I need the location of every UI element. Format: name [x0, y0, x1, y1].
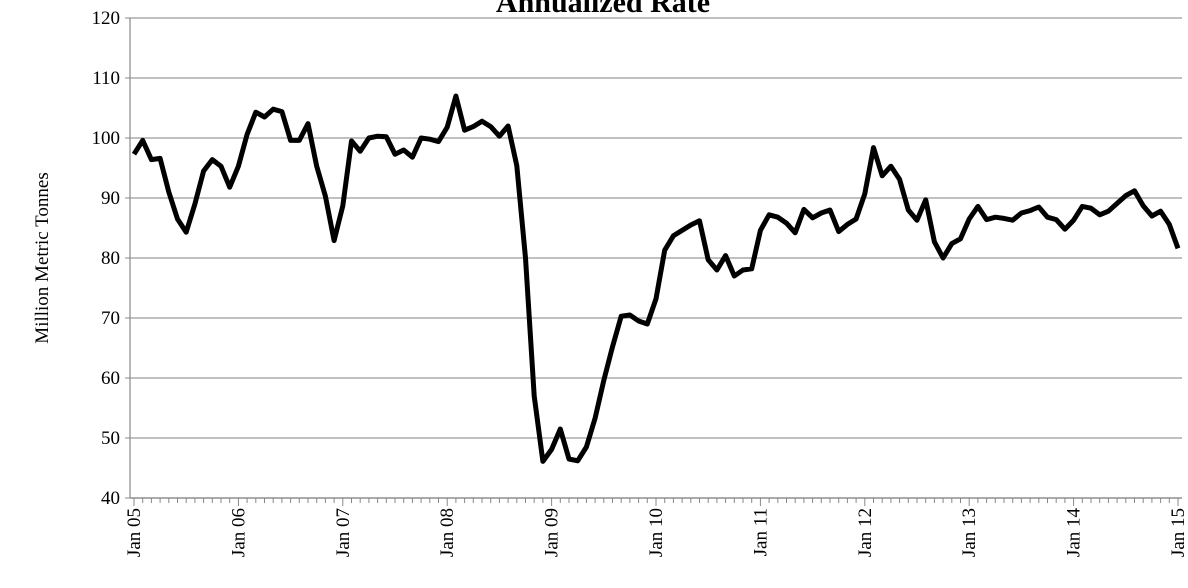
x-tick-label: Jan 05	[124, 508, 145, 557]
x-tick-label: Jan 06	[228, 508, 249, 557]
y-tick-label: 100	[92, 128, 121, 149]
y-tick-label: 50	[101, 428, 120, 449]
x-tick-label: Jan 13	[959, 508, 980, 557]
y-tick-label: 110	[92, 68, 120, 89]
y-tick-label: 40	[101, 488, 120, 509]
x-tick-label: Jan 10	[646, 508, 667, 557]
y-tick-label: 60	[101, 368, 120, 389]
x-tick-label: Jan 14	[1064, 508, 1085, 558]
chart-title: Annualized Rate	[496, 0, 710, 19]
y-tick-label: 80	[101, 248, 120, 269]
x-tick-label: Jan 09	[542, 508, 563, 557]
x-tick-label: Jan 11	[750, 508, 771, 556]
x-tick-label: Jan 07	[333, 508, 354, 557]
y-tick-label: 90	[101, 188, 120, 209]
y-tick-label: 70	[101, 308, 120, 329]
y-tick-label: 120	[92, 8, 121, 29]
x-tick-label: Jan 15	[1168, 508, 1188, 557]
y-axis-label: Million Metric Tonnes	[32, 172, 53, 343]
data-line	[131, 93, 1181, 464]
x-tick-label: Jan 12	[855, 508, 876, 557]
x-tick-label: Jan 08	[437, 508, 458, 557]
